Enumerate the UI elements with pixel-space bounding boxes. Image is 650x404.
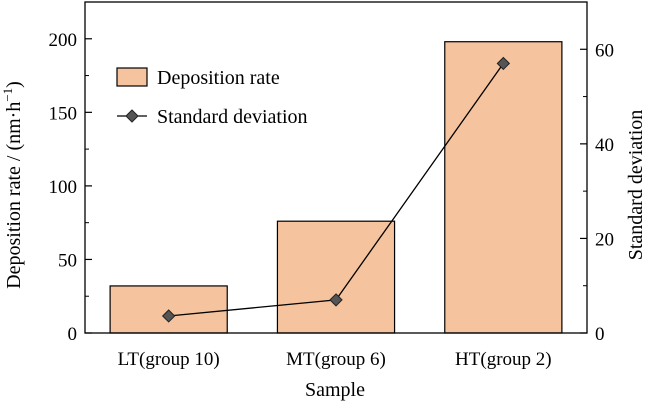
legend: Deposition rate Standard deviation (116, 67, 308, 128)
y-axis-title-left: Deposition rate / (nm·h−1) (0, 81, 25, 289)
plot-frame (84, 1, 588, 334)
y-left-tick-label: 0 (68, 324, 78, 345)
y-right-tick-label: 20 (595, 229, 614, 250)
x-tick-label: LT(group 10) (118, 349, 220, 370)
legend-diamond-icon (125, 109, 139, 123)
std-line (161, 56, 511, 323)
std-point-0 (161, 309, 176, 323)
y-axis-title-left-close: ) (3, 81, 25, 88)
y-right-tick-label: 60 (595, 40, 614, 61)
bars (109, 41, 563, 334)
x-tick-label: MT(group 6) (286, 349, 386, 370)
y-axis-title-right: Standard deviation (625, 110, 647, 261)
y-left-tick-label: 50 (58, 250, 77, 271)
std-point-1 (329, 293, 343, 307)
legend-label-bar: Deposition rate (157, 67, 280, 89)
legend-label-line: Standard deviation (157, 106, 308, 128)
y-axis-title-left-sup: −1 (0, 88, 15, 102)
y-left-tick-label: 200 (49, 30, 78, 51)
x-axis-title: Sample (305, 379, 365, 401)
y-right-tick-label: 0 (595, 324, 605, 345)
axes (84, 1, 588, 334)
x-tick-label: HT(group 2) (455, 349, 552, 370)
bar-1 (276, 220, 396, 334)
y-left-tick-label: 150 (49, 103, 78, 124)
y-left-tick-label: 100 (49, 177, 78, 198)
ticks: 0 50 100 150 200 0 20 40 60 LT(group 10) MT(group … (49, 1, 614, 370)
std-point-2 (496, 56, 511, 71)
bar-2 (444, 41, 563, 334)
legend-bar-swatch (116, 67, 148, 87)
y-axis-title-left-main: Deposition rate / (nm·h (3, 102, 25, 289)
y-right-tick-label: 40 (595, 135, 614, 156)
